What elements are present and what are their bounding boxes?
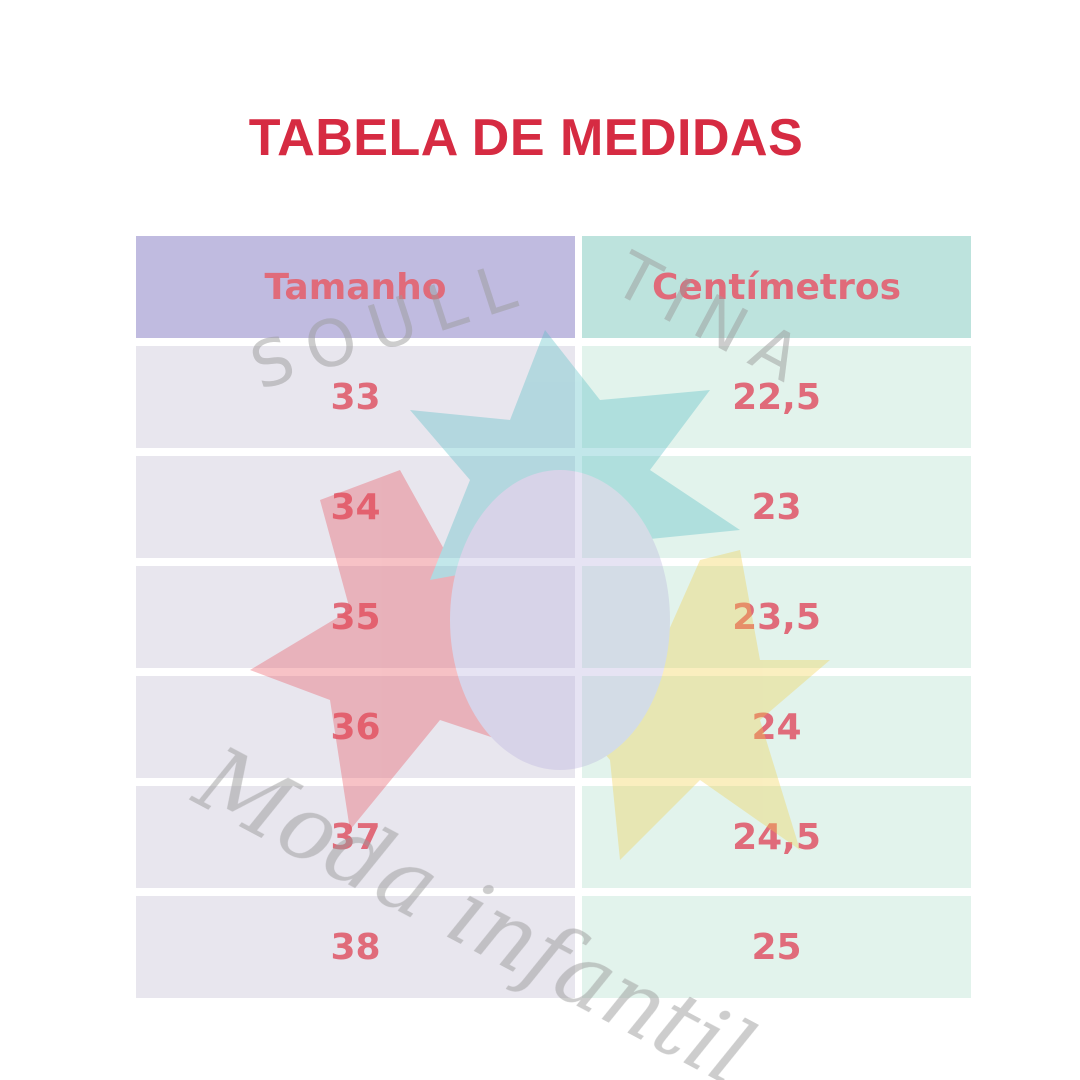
- table-cell: 23: [582, 456, 971, 558]
- title: TABELA DE MEDIDAS: [248, 109, 804, 167]
- column-header: Centímetros: [582, 236, 971, 338]
- table-cell: 24,5: [582, 786, 971, 888]
- table-cell: 36: [136, 676, 575, 778]
- table-cell: 23,5: [582, 566, 971, 668]
- table-cell: 22,5: [582, 346, 971, 448]
- table-cell: 24: [582, 676, 971, 778]
- table-cell: 37: [136, 786, 575, 888]
- table-cell: 33: [136, 346, 575, 448]
- table-cell: 34: [136, 456, 575, 558]
- table-cell: 35: [136, 566, 575, 668]
- column-header: Tamanho: [136, 236, 575, 338]
- table-cell: 25: [582, 896, 971, 998]
- table-cell: 38: [136, 896, 575, 998]
